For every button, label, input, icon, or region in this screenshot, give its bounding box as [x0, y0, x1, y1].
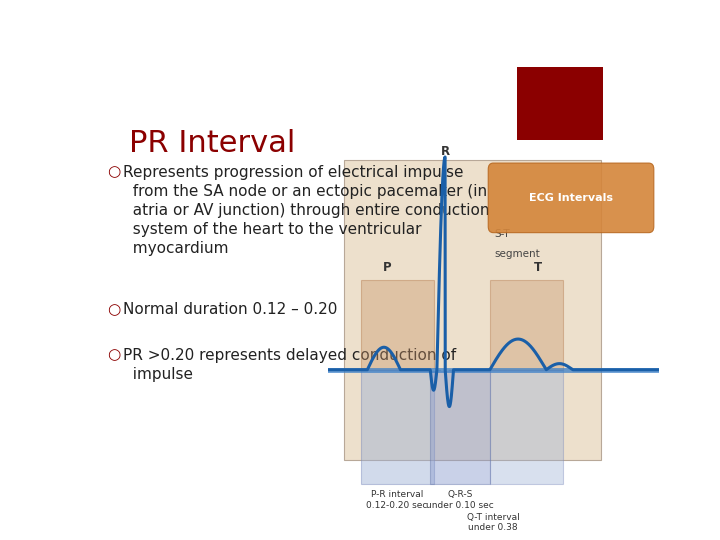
FancyBboxPatch shape — [490, 370, 563, 484]
Text: R: R — [441, 145, 450, 158]
FancyBboxPatch shape — [431, 370, 490, 484]
Text: ECG Intervals: ECG Intervals — [529, 193, 613, 203]
Text: PR Interval: PR Interval — [129, 129, 295, 158]
FancyBboxPatch shape — [361, 370, 433, 484]
Text: ○: ○ — [107, 348, 120, 362]
Text: T: T — [534, 261, 542, 274]
FancyBboxPatch shape — [361, 280, 433, 370]
Text: S-T: S-T — [495, 229, 510, 239]
Text: segment: segment — [495, 249, 541, 259]
Text: Q-R-S
under 0.10 sec: Q-R-S under 0.10 sec — [426, 490, 494, 510]
Text: ○: ○ — [107, 165, 120, 180]
FancyBboxPatch shape — [488, 163, 654, 233]
Text: Represents progression of electrical impulse
  from the SA node or an ectopic pa: Represents progression of electrical imp… — [124, 165, 490, 256]
Text: Q-T interval
under 0.38: Q-T interval under 0.38 — [467, 513, 520, 532]
Text: PR >0.20 represents delayed conduction of
  impulse: PR >0.20 represents delayed conduction o… — [124, 348, 456, 382]
FancyBboxPatch shape — [490, 280, 563, 370]
Text: ○: ○ — [107, 302, 120, 317]
Text: Normal duration 0.12 – 0.20: Normal duration 0.12 – 0.20 — [124, 302, 338, 317]
FancyBboxPatch shape — [517, 67, 603, 140]
FancyBboxPatch shape — [344, 160, 600, 460]
Text: P: P — [383, 261, 392, 274]
Text: P-R interval
0.12-0.20 sec: P-R interval 0.12-0.20 sec — [366, 490, 428, 510]
